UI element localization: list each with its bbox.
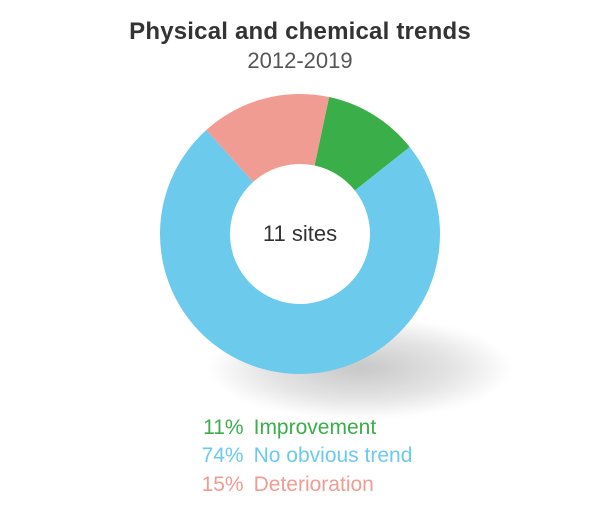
- chart-title: Physical and chemical trends: [129, 18, 471, 46]
- legend-pct: 15%: [188, 471, 244, 499]
- legend-item: 11% Improvement: [188, 414, 413, 442]
- legend-label: No obvious trend: [254, 444, 413, 467]
- legend-label: Improvement: [254, 416, 377, 439]
- chart-container: Physical and chemical trends 2012-2019 1…: [0, 0, 600, 526]
- legend: 11% Improvement 74% No obvious trend 15% Dete…: [188, 414, 413, 499]
- donut-chart: [160, 94, 440, 374]
- chart-subtitle: 2012-2019: [247, 48, 352, 74]
- legend-pct: 11%: [188, 414, 244, 442]
- donut-slice: [160, 130, 440, 374]
- legend-pct: 74%: [188, 442, 244, 470]
- legend-item: 15% Deterioration: [188, 471, 413, 499]
- legend-item: 74% No obvious trend: [188, 442, 413, 470]
- chart-area: 11 sites: [120, 88, 480, 408]
- legend-label: Deterioration: [254, 473, 374, 496]
